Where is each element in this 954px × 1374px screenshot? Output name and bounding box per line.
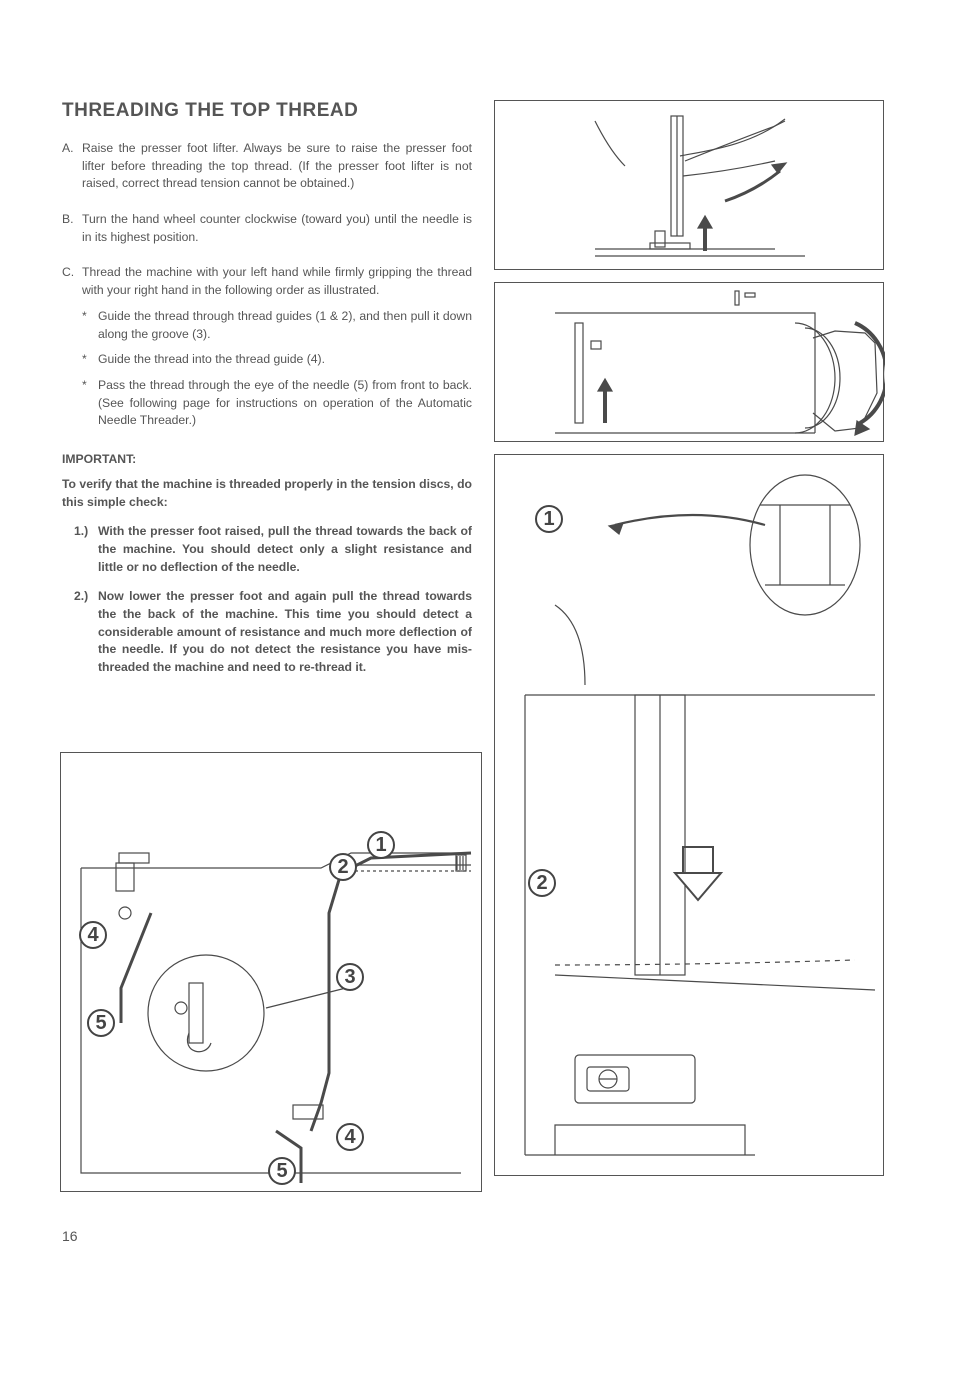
callout-1: 1	[535, 505, 563, 533]
diagram-machine-front: 1 2 3 4 4 5 5	[60, 752, 482, 1192]
star-3: * Pass the thread through the eye of the…	[82, 377, 472, 430]
callout-2: 2	[528, 869, 556, 897]
step-b: B. Turn the hand wheel counter clockwise…	[62, 211, 472, 246]
step-c-text: Thread the machine with your left hand w…	[82, 265, 472, 297]
check-1-num: 1.)	[74, 523, 98, 576]
star-3-text: Pass the thread through the eye of the n…	[98, 377, 472, 430]
diagram-handwheel	[494, 282, 884, 442]
page-title: THREADING THE TOP THREAD	[62, 100, 472, 122]
callout-bl-4b: 4	[336, 1123, 364, 1151]
callout-bl-5b: 5	[268, 1157, 296, 1185]
check-1-text: With the presser foot raised, pull the t…	[98, 523, 472, 576]
check-2-num: 2.)	[74, 588, 98, 676]
step-c-letter: C.	[62, 264, 82, 438]
check-1: 1.) With the presser foot raised, pull t…	[74, 523, 472, 576]
diagram-presser-foot	[494, 100, 884, 270]
important-intro: To verify that the machine is threaded p…	[62, 476, 472, 511]
step-a-letter: A.	[62, 140, 82, 193]
step-c: C. Thread the machine with your left han…	[62, 264, 472, 438]
callout-bl-3: 3	[336, 963, 364, 991]
step-a-text: Raise the presser foot lifter. Always be…	[82, 140, 472, 193]
diagram-threading-path: 1 2	[494, 454, 884, 1176]
page-number: 16	[62, 1228, 78, 1244]
callout-bl-5a: 5	[87, 1009, 115, 1037]
callout-bl-1: 1	[367, 831, 395, 859]
step-b-letter: B.	[62, 211, 82, 246]
check-2: 2.) Now lower the presser foot and again…	[74, 588, 472, 676]
star-2: * Guide the thread into the thread guide…	[82, 351, 472, 369]
step-b-text: Turn the hand wheel counter clockwise (t…	[82, 211, 472, 246]
star-2-text: Guide the thread into the thread guide (…	[98, 351, 472, 369]
star-1: * Guide the thread through thread guides…	[82, 308, 472, 343]
callout-bl-4a: 4	[79, 921, 107, 949]
check-2-text: Now lower the presser foot and again pul…	[98, 588, 472, 676]
star-1-text: Guide the thread through thread guides (…	[98, 308, 472, 343]
important-label: IMPORTANT:	[62, 452, 472, 466]
callout-bl-2: 2	[329, 853, 357, 881]
step-a: A. Raise the presser foot lifter. Always…	[62, 140, 472, 193]
